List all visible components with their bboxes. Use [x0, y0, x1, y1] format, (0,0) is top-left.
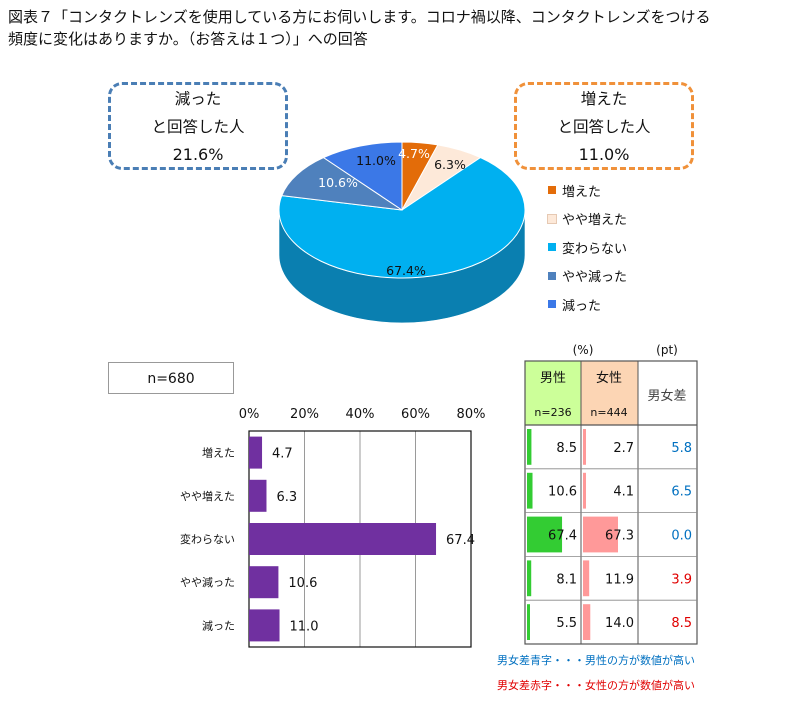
- decreased-callout-line1: 減った: [174, 90, 222, 108]
- pie-slice-2: [278, 157, 526, 279]
- header-female-n: n=444: [590, 406, 627, 419]
- decreased-callout-line2: と回答した人: [151, 118, 245, 136]
- legend-swatch-4: [548, 300, 556, 309]
- title-line-2: 頻度に変化はありますか。（お答えは１つ）」への回答: [8, 30, 368, 48]
- pie-label-0: 4.7%: [398, 146, 430, 161]
- legend-label-3: やや減った: [562, 270, 628, 286]
- bar-3: [249, 566, 279, 599]
- female-value-4: 14.0: [605, 616, 634, 631]
- bar-value-1: 6.3: [276, 490, 297, 505]
- pie-slice-3: [281, 157, 403, 211]
- female-bar-1: [583, 472, 586, 509]
- female-bar-4: [583, 604, 591, 640]
- male-value-4: 5.5: [556, 616, 577, 631]
- bar-2: [249, 523, 437, 555]
- pie-chart: [278, 141, 526, 324]
- increased-callout: 増えた と回答した人 11.0%: [514, 82, 694, 170]
- male-bar-4: [527, 604, 530, 640]
- diff-value-2: 0.0: [671, 529, 692, 544]
- bar-category-4: 減った: [202, 618, 235, 632]
- table-frame: [524, 360, 698, 645]
- bar-category-1: やや増えた: [180, 490, 235, 503]
- increased-callout-line1: 増えた: [580, 90, 628, 108]
- header-male-n: n=236: [534, 406, 571, 419]
- male-value-0: 8.5: [556, 441, 577, 456]
- pie-slice-4: [322, 141, 403, 211]
- pie-label-4: 11.0%: [356, 153, 396, 168]
- pie-legend: 増えたやや増えた変わらないやや減った減った: [547, 176, 628, 319]
- bar-category-3: やや減った: [180, 575, 235, 589]
- header-female: 女性: [596, 370, 622, 386]
- legend-swatch-2: [548, 243, 556, 252]
- pie-label-3: 10.6%: [318, 175, 358, 190]
- bar-category-2: 変わらない: [180, 532, 235, 546]
- bar-chart: [248, 430, 472, 648]
- gender-table: [524, 360, 698, 645]
- increased-callout-value: 11.0%: [578, 145, 630, 164]
- male-value-1: 10.6: [548, 485, 577, 500]
- legend-swatch-1: [547, 213, 557, 224]
- legend-swatch-0: [548, 186, 556, 195]
- title-line-1: 図表７「コンタクトレンズを使用している方にお伺いします。コロナ禍以降、コンタクト…: [8, 8, 711, 26]
- bar-1: [249, 479, 267, 512]
- chart-title: 図表７「コンタクトレンズを使用している方にお伺いします。コロナ禍以降、コンタクト…: [8, 6, 798, 50]
- male-bar-2: [527, 516, 563, 553]
- bar-value-2: 67.4: [446, 533, 475, 548]
- bar-tick-3: 60%: [401, 407, 430, 422]
- legend-item-2: 変わらない: [548, 233, 627, 262]
- bar-value-0: 4.7: [272, 447, 293, 462]
- bar-tick-4: 80%: [457, 407, 486, 422]
- diff-value-3: 3.9: [671, 572, 692, 587]
- sample-size-box: n=680: [108, 362, 234, 394]
- bar-tick-2: 40%: [346, 407, 375, 422]
- male-bar-0: [527, 429, 532, 465]
- bar-tick-1: 20%: [290, 407, 319, 422]
- legend-label-0: 増えた: [562, 184, 602, 200]
- female-value-2: 67.3: [605, 529, 634, 544]
- note-red: 男女差赤字・・・女性の方が数値が高い: [497, 679, 695, 692]
- pie-label-1: 6.3%: [434, 157, 466, 172]
- header-female-bg: [581, 361, 638, 425]
- male-bar-1: [527, 472, 533, 509]
- female-value-3: 11.9: [605, 572, 634, 587]
- male-value-2: 67.4: [548, 529, 577, 544]
- diff-value-4: 8.5: [671, 616, 692, 631]
- diff-value-0: 5.8: [671, 441, 692, 456]
- bar-4: [249, 609, 280, 642]
- bar-value-3: 10.6: [288, 576, 317, 591]
- bar-0: [249, 436, 263, 469]
- diff-value-1: 6.5: [671, 485, 692, 500]
- legend-label-2: 変わらない: [562, 241, 628, 257]
- bar-tick-0: 0%: [239, 407, 260, 422]
- legend-label-4: 減った: [562, 298, 602, 314]
- female-bar-0: [583, 429, 586, 465]
- female-value-0: 2.7: [613, 441, 634, 456]
- female-bar-2: [583, 516, 618, 553]
- legend-item-1: やや増えた: [547, 205, 628, 234]
- male-value-3: 8.1: [556, 572, 577, 587]
- note-blue: 男女差青字・・・男性の方が数値が高い: [497, 654, 695, 667]
- decreased-callout-value: 21.6%: [172, 145, 224, 164]
- table-unit-right: (pt): [656, 343, 678, 357]
- legend-item-4: 減った: [548, 290, 627, 319]
- header-male-bg: [525, 361, 581, 425]
- legend-item-3: やや減った: [548, 262, 627, 291]
- header-diff: 男女差: [647, 388, 686, 404]
- increased-callout-line2: と回答した人: [557, 118, 651, 136]
- female-bar-3: [583, 560, 590, 597]
- female-value-1: 4.1: [613, 485, 634, 500]
- table-unit-left: (%): [573, 343, 594, 357]
- bar-category-0: 増えた: [202, 447, 235, 460]
- pie-label-2: 67.4%: [386, 263, 426, 278]
- legend-label-1: やや増えた: [562, 213, 628, 229]
- legend-item-0: 増えた: [548, 176, 627, 205]
- header-male: 男性: [540, 371, 566, 386]
- decreased-callout: 減った と回答した人 21.6%: [108, 82, 288, 170]
- male-bar-3: [527, 560, 532, 597]
- bar-value-4: 11.0: [290, 619, 319, 634]
- legend-swatch-3: [548, 271, 556, 280]
